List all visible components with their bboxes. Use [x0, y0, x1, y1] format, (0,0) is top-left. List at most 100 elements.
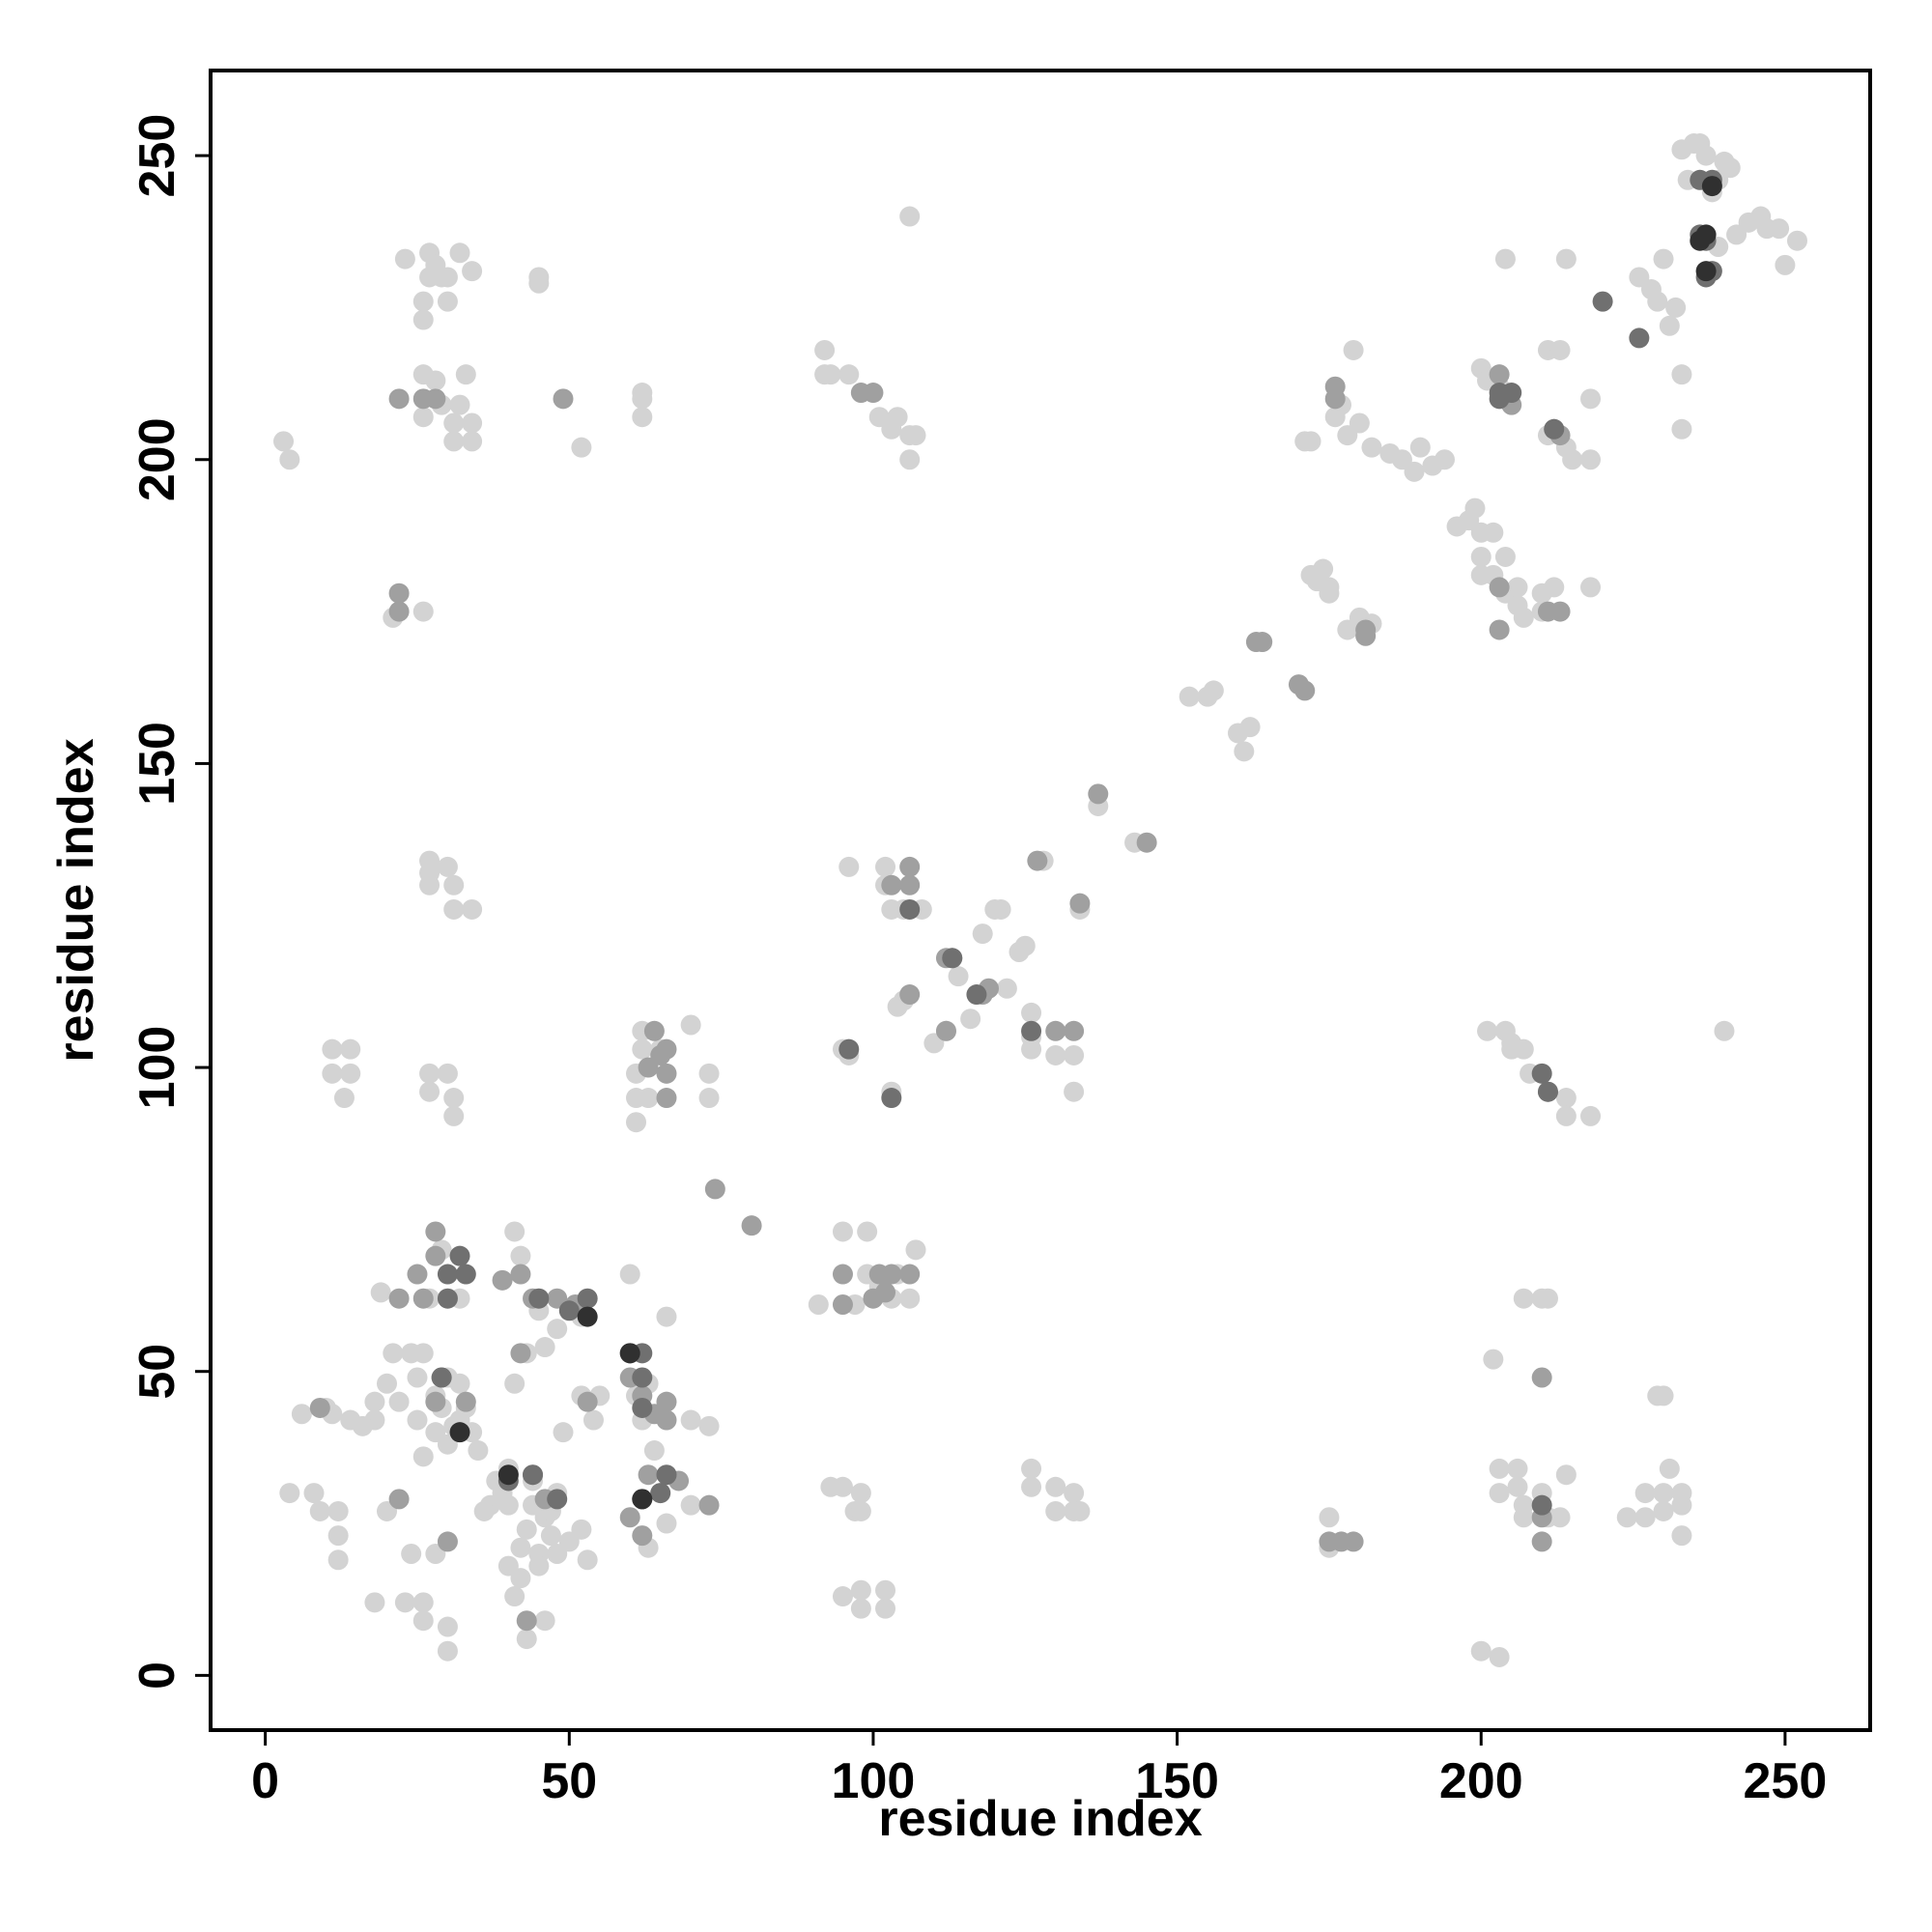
point [619, 1507, 640, 1528]
point [437, 1264, 458, 1285]
point [1021, 1476, 1042, 1497]
point [388, 1489, 410, 1510]
point [1507, 1476, 1528, 1497]
point [638, 1088, 659, 1109]
point [279, 1483, 300, 1504]
point [1507, 1458, 1528, 1479]
point [1513, 607, 1534, 628]
point [492, 1269, 513, 1291]
point [510, 1264, 531, 1285]
point [553, 388, 574, 410]
point [1021, 1458, 1042, 1479]
point [905, 1239, 926, 1261]
point [972, 923, 993, 945]
point [534, 1337, 555, 1358]
point [1580, 577, 1602, 598]
point [656, 1306, 677, 1327]
point [449, 1422, 470, 1443]
point [528, 267, 550, 288]
point [656, 1391, 677, 1412]
y-tick-label: 250 [129, 114, 185, 198]
point [412, 601, 434, 622]
point [1647, 291, 1668, 312]
point [1203, 680, 1224, 701]
point [504, 1373, 526, 1394]
point [412, 309, 434, 330]
point [1701, 176, 1722, 197]
point [425, 1221, 446, 1242]
point [394, 248, 415, 270]
point [626, 1112, 647, 1133]
point [1489, 619, 1510, 640]
point [1470, 546, 1492, 567]
point [680, 1494, 701, 1516]
point [1409, 437, 1431, 458]
point [1714, 1020, 1735, 1041]
point [473, 1500, 495, 1521]
point [1775, 254, 1796, 275]
point [650, 1483, 671, 1504]
point [443, 898, 465, 920]
point [832, 1293, 853, 1315]
point [1136, 832, 1157, 853]
point [322, 1063, 343, 1084]
point [808, 1293, 829, 1315]
series [449, 176, 1722, 1510]
point [437, 856, 458, 877]
point [1064, 1044, 1085, 1065]
point [1489, 1646, 1510, 1667]
point [412, 1446, 434, 1467]
point [1671, 418, 1692, 440]
point [412, 291, 434, 312]
point [1045, 1020, 1066, 1041]
y-tick-label: 200 [129, 417, 185, 501]
point [899, 898, 921, 920]
point [1252, 632, 1273, 653]
point [1684, 133, 1705, 155]
point [643, 1440, 665, 1462]
point [887, 407, 908, 428]
point [1537, 1288, 1558, 1309]
x-tick-label: 150 [1135, 1753, 1219, 1809]
point [419, 1081, 440, 1102]
point [1404, 461, 1425, 482]
point [577, 1306, 598, 1327]
point [656, 1513, 677, 1534]
point [1470, 1640, 1492, 1662]
point [1659, 1458, 1680, 1479]
point [510, 1343, 531, 1364]
point [899, 1288, 921, 1309]
point [638, 1464, 659, 1486]
point [1616, 1507, 1637, 1528]
point [875, 856, 896, 877]
y-tick-label: 0 [129, 1662, 185, 1690]
point [582, 1409, 604, 1431]
point [333, 1088, 355, 1109]
point [935, 1020, 956, 1041]
point [388, 582, 410, 604]
point [437, 1063, 458, 1084]
point [656, 1409, 677, 1431]
point [1513, 1288, 1534, 1309]
point [698, 1415, 720, 1436]
point [1343, 339, 1364, 360]
point [698, 1063, 720, 1084]
point [553, 1422, 574, 1443]
point [838, 856, 860, 877]
point [322, 1038, 343, 1060]
point [462, 261, 483, 282]
point [425, 370, 446, 391]
point [899, 874, 921, 895]
point [632, 1038, 653, 1060]
point [279, 449, 300, 470]
point [899, 984, 921, 1006]
point [327, 1549, 349, 1571]
point [960, 1009, 981, 1030]
point [1324, 388, 1346, 410]
point [1319, 1531, 1340, 1552]
point [1653, 1385, 1674, 1406]
point [643, 1020, 665, 1041]
point [1580, 388, 1602, 410]
point [340, 1038, 361, 1060]
point [905, 425, 926, 446]
